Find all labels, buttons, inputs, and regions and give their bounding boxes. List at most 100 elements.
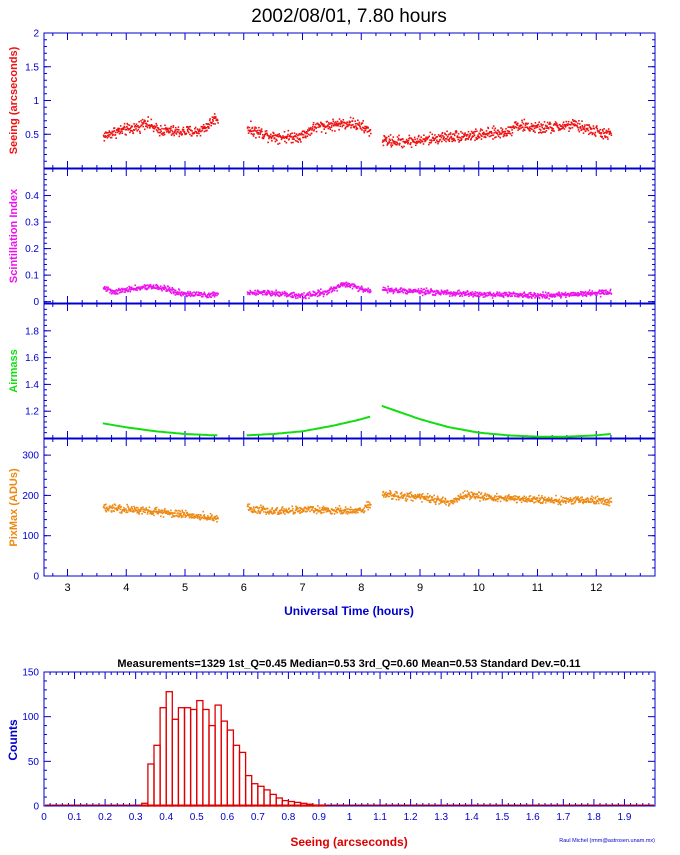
scint-point: [560, 295, 563, 298]
seeing-point: [558, 128, 561, 130]
seeing-point: [491, 134, 493, 137]
seeing-point: [542, 123, 544, 126]
pixmax-point: [163, 509, 166, 512]
pixmax-point: [111, 505, 113, 508]
pixmax-point: [260, 504, 262, 507]
pixmax-point: [207, 515, 209, 517]
scint-point: [283, 290, 286, 293]
pixmax-point: [215, 518, 217, 520]
pixmax-point: [447, 501, 450, 503]
seeing-point: [273, 132, 275, 135]
seeing-point: [474, 130, 477, 133]
scint-point: [433, 291, 435, 293]
seeing-point: [183, 131, 186, 133]
scint-point: [465, 291, 468, 294]
seeing-point: [313, 130, 315, 132]
seeing-point: [429, 139, 431, 141]
scint-point: [526, 295, 528, 297]
scint-point: [516, 294, 519, 296]
pixmax-point: [315, 512, 318, 515]
seeing-point: [247, 132, 250, 134]
seeing-point: [117, 127, 119, 130]
pixmax-point: [559, 500, 562, 503]
seeing-point: [541, 124, 543, 127]
scint-point: [530, 291, 532, 294]
scint-point: [266, 293, 269, 296]
seeing-point: [300, 132, 303, 134]
seeing-point: [303, 130, 306, 133]
scint-point: [318, 293, 321, 295]
scint-point: [148, 286, 150, 289]
pixmax-point: [174, 509, 177, 512]
seeing-point: [394, 143, 397, 146]
seeing-point: [163, 131, 166, 134]
scint-point: [539, 294, 541, 297]
pixmax-point: [124, 508, 127, 510]
scint-point: [412, 291, 414, 293]
pixmax-point: [322, 509, 324, 511]
seeing-point: [314, 123, 317, 126]
scint-point: [297, 297, 299, 299]
pixmax-point: [402, 497, 404, 499]
scint-point: [466, 293, 468, 296]
seeing-point: [173, 134, 175, 137]
seeing-point: [315, 130, 318, 133]
pixmax-point: [213, 519, 215, 522]
pixmax-point: [512, 495, 515, 498]
seeing-point: [521, 119, 523, 122]
pixmax-point: [508, 494, 510, 496]
seeing-point: [538, 121, 540, 123]
pixmax-point: [516, 498, 519, 500]
seeing-point: [568, 127, 571, 129]
scint-point: [609, 288, 612, 291]
pixmax-point: [142, 510, 145, 513]
seeing-point: [153, 127, 156, 130]
pixmax-point: [325, 511, 328, 513]
histogram-bar: [232, 744, 241, 807]
seeing-point: [344, 121, 346, 124]
hist-x-tick-label: 1.8: [587, 812, 601, 823]
pixmax-point: [381, 494, 384, 496]
pixmax-point: [517, 497, 520, 499]
scint-point: [141, 287, 143, 290]
scint-point: [363, 288, 366, 291]
seeing-point: [443, 136, 445, 138]
pixmax-point: [385, 495, 388, 497]
scint-point: [599, 293, 601, 295]
scint-point: [111, 289, 113, 291]
pixmax-point: [178, 514, 180, 516]
scint-point: [528, 292, 531, 294]
histogram-bar: [244, 774, 253, 807]
pixmax-point: [414, 494, 416, 496]
pixmax-point: [125, 511, 127, 514]
pixmax-point: [569, 499, 571, 502]
seeing-point: [103, 135, 105, 138]
seeing-point: [349, 121, 351, 123]
pixmax-point: [460, 495, 462, 497]
scint-point: [344, 284, 346, 287]
seeing-point: [341, 125, 343, 128]
pixmax-point: [488, 494, 490, 496]
seeing-point: [337, 122, 340, 125]
seeing-point: [526, 126, 529, 129]
seeing-point: [511, 132, 514, 134]
pixmax-point: [500, 495, 502, 498]
pixmax-point: [184, 514, 186, 516]
seeing-point: [339, 122, 341, 124]
scint-point: [456, 292, 459, 294]
pixmax-point: [268, 511, 271, 513]
seeing-point: [330, 126, 333, 128]
seeing-point: [130, 130, 133, 132]
pixmax-point: [312, 507, 314, 509]
seeing-point: [249, 130, 251, 133]
pixmax-point: [320, 511, 322, 513]
pixmax-point: [452, 500, 455, 503]
scint-point: [575, 294, 578, 296]
seeing-point: [521, 121, 524, 124]
pixmax-point: [203, 517, 205, 520]
scint-point: [170, 292, 173, 295]
pixmax-point: [402, 496, 404, 498]
scint-point: [410, 291, 413, 293]
seeing-point: [357, 119, 359, 122]
pixmax-point: [548, 498, 550, 501]
